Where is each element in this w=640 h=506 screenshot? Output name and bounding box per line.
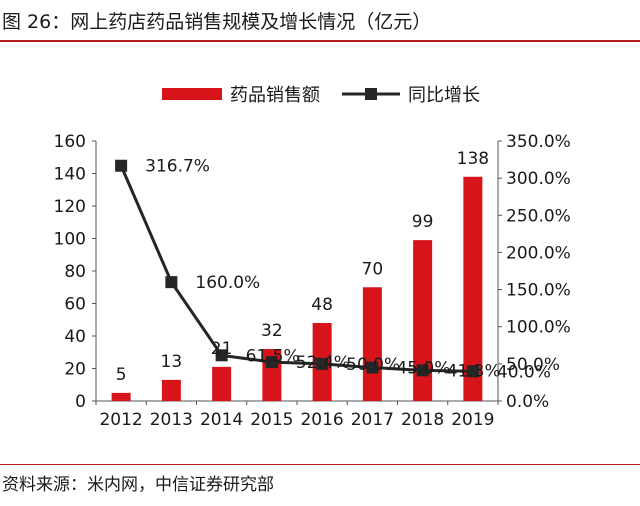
y-tick-label-left: 140 xyxy=(54,165,86,185)
y-tick-label-left: 80 xyxy=(64,262,86,282)
x-tick-label: 2017 xyxy=(351,410,394,430)
x-tick-label: 2016 xyxy=(300,410,343,430)
y-tick-label-right: 350.0% xyxy=(506,132,571,152)
x-tick-label: 2014 xyxy=(200,410,243,430)
bar-value-label: 99 xyxy=(412,212,434,232)
chart: 药品销售额 同比增长 0 20 40 60 80 100 120 140 160 0.0% 50.0%… xyxy=(54,85,571,430)
figure-source: 资料来源：米内网，中信证券研究部 xyxy=(2,475,274,495)
x-tick-label: 2018 xyxy=(401,410,444,430)
axes: 0 20 40 60 80 100 120 140 160 0.0% 50.0% 100.0% 150.… xyxy=(54,132,571,430)
legend: 药品销售额 同比增长 xyxy=(162,85,480,106)
data-labels: 5 13 21 32 48 70 99 138 316.7% 160.0% 61.5%52.4%50… xyxy=(116,149,551,385)
line-marker xyxy=(366,361,379,374)
line-marker xyxy=(316,357,329,370)
y-tick-label-right: 100.0% xyxy=(506,318,571,338)
bar xyxy=(413,240,433,401)
bar-value-label: 32 xyxy=(261,321,283,341)
legend-label-bar: 药品销售额 xyxy=(230,85,320,106)
bar-value-label: 13 xyxy=(161,352,183,372)
line-marker xyxy=(265,356,278,369)
x-tick-label: 2015 xyxy=(250,410,293,430)
growth-line xyxy=(119,165,473,373)
bar xyxy=(212,366,232,401)
bar-value-label: 5 xyxy=(116,365,127,385)
y-tick-label-left: 0 xyxy=(75,392,86,412)
line-value-label: 41.3% xyxy=(447,361,501,381)
y-tick-label-left: 160 xyxy=(54,132,86,152)
line-marker xyxy=(215,349,228,362)
line-marker xyxy=(466,365,479,378)
line-marker xyxy=(416,364,429,377)
line-value-label: 316.7% xyxy=(145,157,210,177)
x-tick-label: 2019 xyxy=(451,410,494,430)
y-tick-label-left: 40 xyxy=(64,327,86,347)
line-value-label: 61.5% xyxy=(246,346,300,366)
y-tick-label-left: 100 xyxy=(54,230,86,250)
bar-value-label: 70 xyxy=(362,259,384,279)
line-value-label: 160.0% xyxy=(195,273,260,293)
line-value-label: 45.0% xyxy=(396,359,450,379)
y-tick-label-right: 300.0% xyxy=(506,169,571,189)
bar-value-label: 21 xyxy=(211,339,233,359)
bar-value-label: 138 xyxy=(457,149,489,169)
bar xyxy=(362,287,382,401)
y-tick-label-left: 60 xyxy=(64,295,86,315)
y-tick-label-left: 120 xyxy=(54,197,86,217)
bar xyxy=(111,392,131,401)
legend-swatch-bar xyxy=(162,88,222,100)
bar xyxy=(161,379,181,401)
line-value-label: 40.0% xyxy=(497,362,551,382)
figure-title: 图 26：网上药店药品销售规模及增长情况（亿元） xyxy=(2,11,432,33)
y-tick-label-right: 250.0% xyxy=(506,206,571,226)
bar-value-label: 48 xyxy=(311,295,333,315)
line-value-label: 52.4% xyxy=(296,353,350,373)
x-tick-label: 2012 xyxy=(99,410,142,430)
line-marker xyxy=(165,276,178,289)
x-tick-label: 2013 xyxy=(150,410,193,430)
y-tick-label-right: 0.0% xyxy=(506,392,549,412)
y-tick-label-right: 200.0% xyxy=(506,243,571,263)
source-rule xyxy=(0,464,640,465)
line-series xyxy=(115,159,479,378)
title-rule xyxy=(0,40,640,42)
y-tick-label-right: 50.0% xyxy=(506,355,560,375)
legend-swatch-marker xyxy=(365,88,377,100)
bar-series xyxy=(111,176,483,401)
bar xyxy=(463,176,483,401)
y-tick-label-right: 150.0% xyxy=(506,281,571,301)
line-value-label: 50.0% xyxy=(346,355,400,375)
y-tick-label-left: 20 xyxy=(64,360,86,380)
line-marker xyxy=(115,159,128,172)
legend-label-line: 同比增长 xyxy=(408,85,480,106)
